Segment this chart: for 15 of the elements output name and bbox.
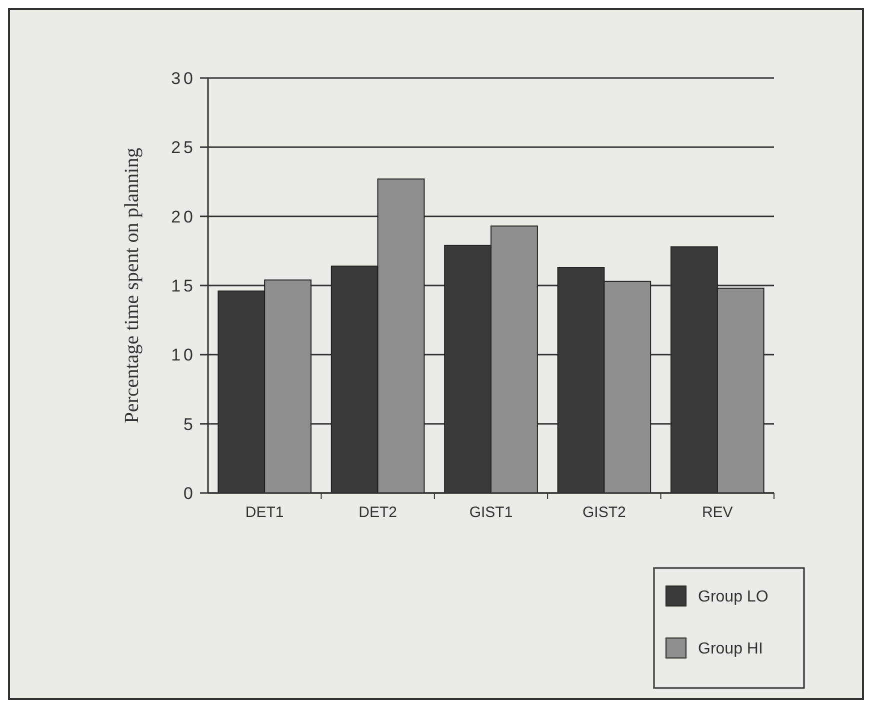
y-tick-label: 25 bbox=[171, 138, 196, 158]
y-axis-title: Percentage time spent on planning bbox=[121, 148, 143, 424]
x-tick-label: REV bbox=[702, 504, 733, 521]
x-tick-label: GIST1 bbox=[469, 504, 513, 521]
y-tick-label: 30 bbox=[171, 68, 196, 88]
y-tick-label: 15 bbox=[171, 276, 196, 296]
x-tick-label: DET2 bbox=[358, 504, 397, 521]
x-tick-label: GIST2 bbox=[582, 504, 626, 521]
y-tick-label: 10 bbox=[171, 346, 196, 365]
y-tick-label: 5 bbox=[184, 414, 196, 434]
y-tick-label: 20 bbox=[171, 207, 196, 226]
x-tick-label: DET1 bbox=[245, 504, 284, 521]
legend-label: Group HI bbox=[698, 640, 763, 658]
y-tick-label: 0 bbox=[184, 484, 196, 503]
legend-label: Group LO bbox=[698, 588, 768, 606]
